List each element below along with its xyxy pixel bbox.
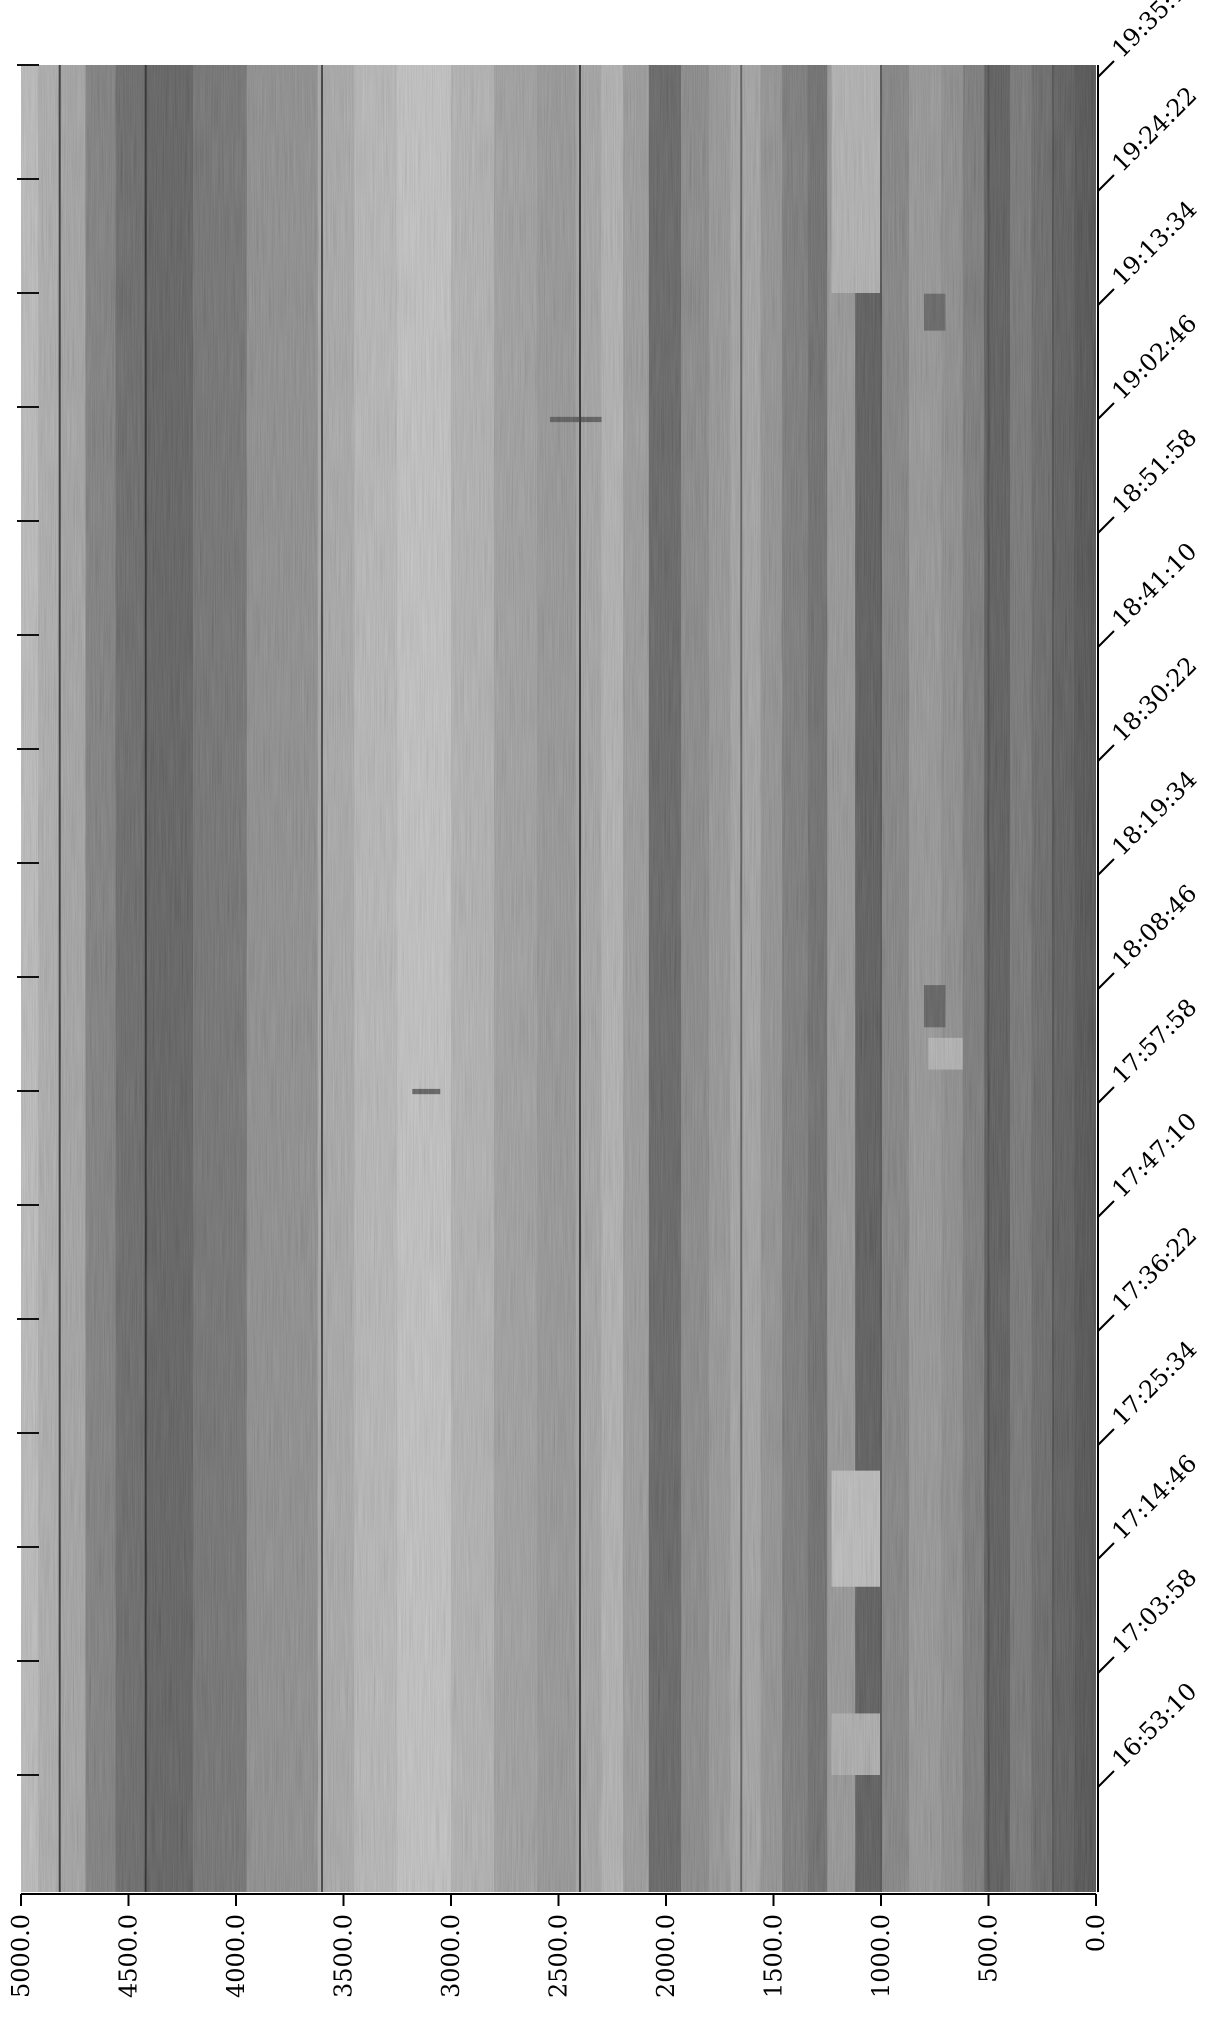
time-tick-label: 17:03:58 bbox=[1106, 1563, 1202, 1659]
frequency-tick-label: 1000.0 bbox=[867, 1914, 895, 1998]
time-tick bbox=[1098, 973, 1114, 989]
time-tick-label: 18:30:22 bbox=[1106, 651, 1202, 747]
time-tick bbox=[1098, 289, 1114, 305]
time-tick bbox=[1098, 175, 1114, 191]
time-tick-label: 19:02:46 bbox=[1106, 309, 1202, 405]
time-tick bbox=[1098, 517, 1114, 533]
frequency-tick-label: 3500.0 bbox=[330, 1914, 358, 1998]
time-tick bbox=[1098, 631, 1114, 647]
frequency-tick-label: 1500.0 bbox=[760, 1914, 788, 1998]
time-tick-label: 17:47:10 bbox=[1106, 1107, 1202, 1203]
time-tick-label: 18:51:58 bbox=[1106, 423, 1202, 519]
frequency-tick-label: 4000.0 bbox=[222, 1914, 250, 1998]
frequency-tick-label: 2500.0 bbox=[545, 1914, 573, 1998]
time-tick-label: 18:08:46 bbox=[1106, 879, 1202, 975]
plot-area bbox=[21, 65, 1097, 1892]
time-tick bbox=[1098, 1543, 1114, 1559]
time-tick bbox=[1098, 61, 1114, 77]
time-tick-label: 19:35:10 bbox=[1106, 0, 1202, 63]
time-tick-label: 17:57:58 bbox=[1106, 993, 1202, 1089]
time-tick bbox=[1098, 403, 1114, 419]
time-tick-label: 18:41:10 bbox=[1106, 537, 1202, 633]
time-tick-label: 19:13:34 bbox=[1106, 195, 1202, 291]
time-tick-label: 19:24:22 bbox=[1106, 81, 1202, 177]
frequency-tick-label: 5000.0 bbox=[7, 1914, 35, 1998]
time-tick-label: 17:36:22 bbox=[1106, 1221, 1202, 1317]
time-tick bbox=[1098, 1657, 1114, 1673]
frequency-tick-label: 4500.0 bbox=[115, 1914, 143, 1998]
time-tick-label: 18:19:34 bbox=[1106, 765, 1202, 861]
time-tick-label: 16:53:10 bbox=[1106, 1677, 1202, 1773]
time-axis-ticks: 16:53:10 17:03:58 17:14:46 17:25:34 17:36:22… bbox=[1098, 0, 1202, 1787]
time-tick bbox=[1098, 1429, 1114, 1445]
frequency-axis-ticks: 5000.0 4500.0 4000.0 3500.0 3000.0 2500.0 2000… bbox=[7, 1894, 1110, 1998]
time-tick bbox=[1098, 1771, 1114, 1787]
time-tick bbox=[1098, 1315, 1114, 1331]
time-tick bbox=[1098, 1201, 1114, 1217]
frequency-tick-label: 3000.0 bbox=[437, 1914, 465, 1998]
frequency-tick-label: 500.0 bbox=[975, 1914, 1003, 1983]
frequency-tick-label: 2000.0 bbox=[652, 1914, 680, 1998]
time-tick-label: 17:14:46 bbox=[1106, 1449, 1202, 1545]
time-tick bbox=[1098, 1087, 1114, 1103]
time-tick bbox=[1098, 859, 1114, 875]
noise-overlay bbox=[21, 65, 1096, 1892]
time-tick bbox=[1098, 745, 1114, 761]
time-tick-label: 17:25:34 bbox=[1106, 1335, 1202, 1431]
frequency-tick-label: 0.0 bbox=[1082, 1914, 1110, 1952]
